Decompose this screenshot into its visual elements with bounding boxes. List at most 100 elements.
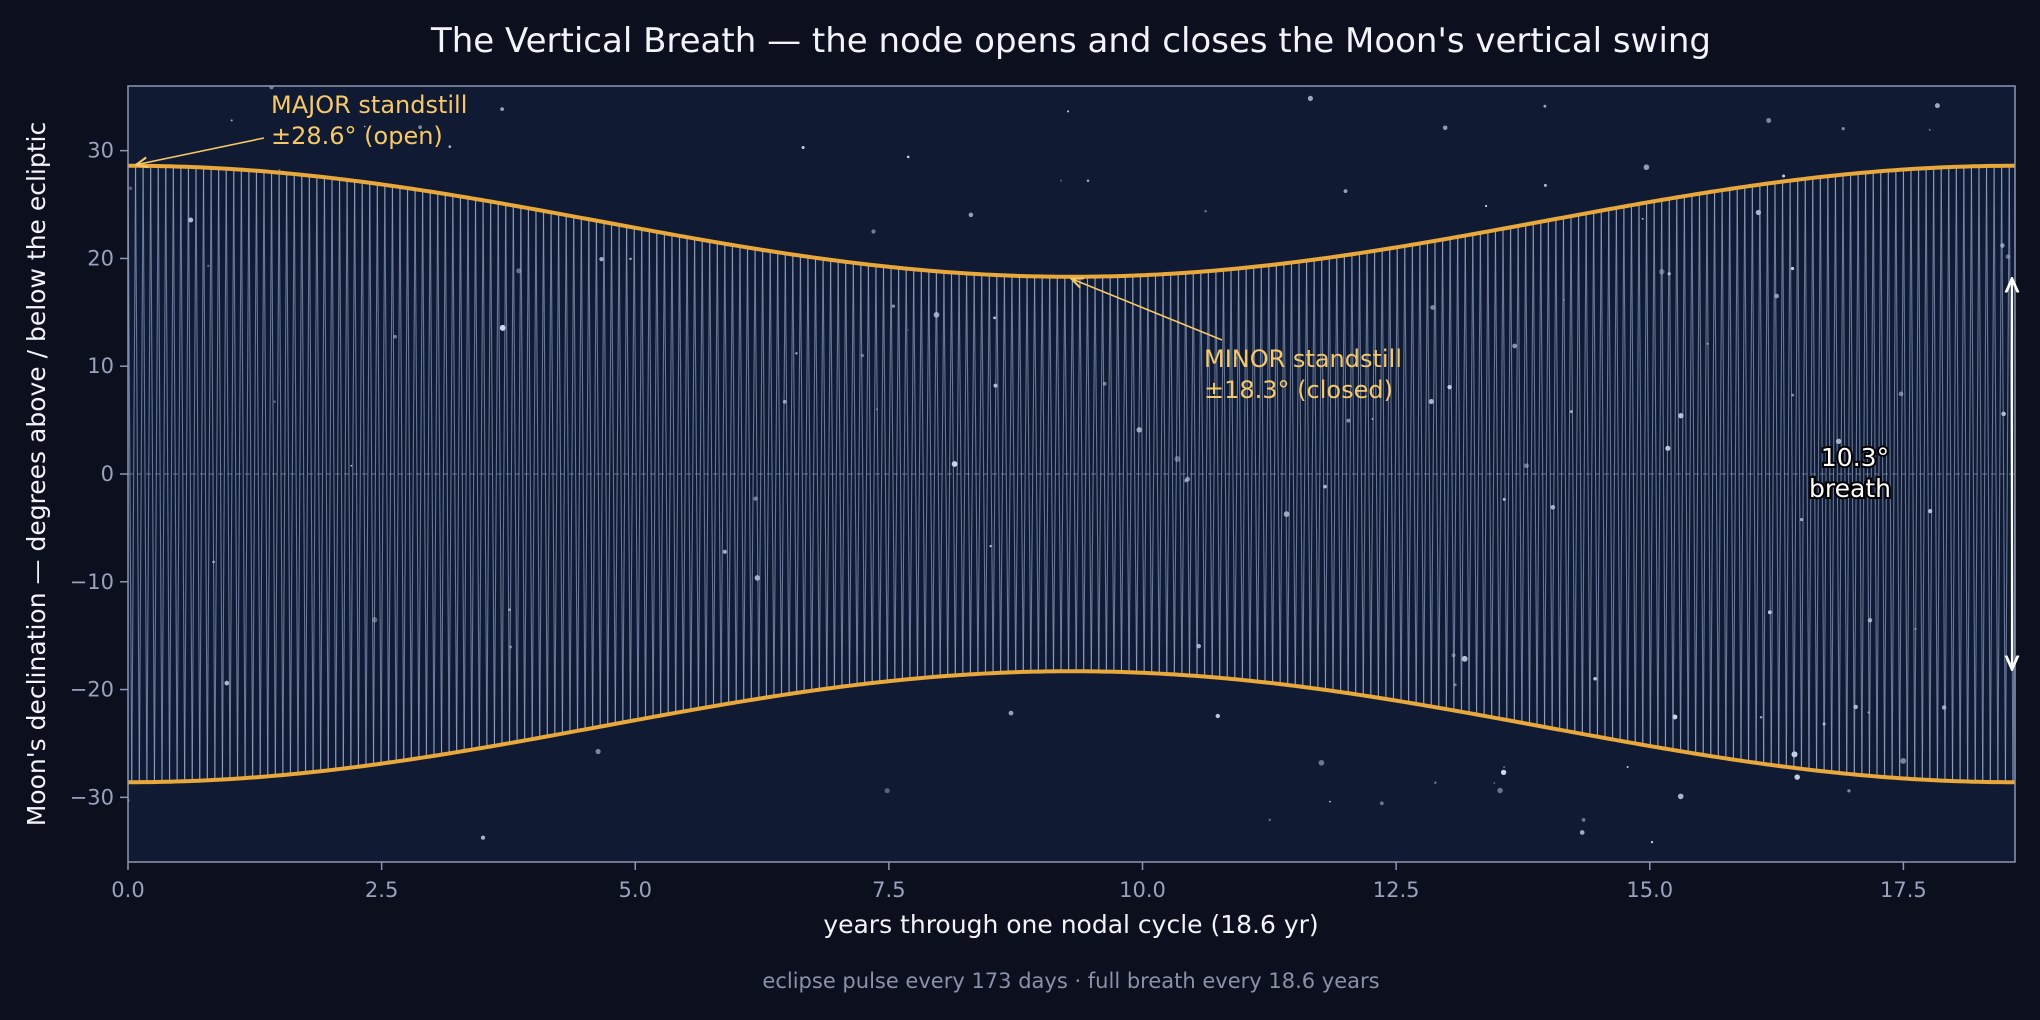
oscillation-stroke: [1034, 276, 1039, 672]
oscillation-stroke: [1940, 167, 1946, 781]
oscillation-stroke: [1804, 178, 1810, 770]
oscillation-stroke: [1464, 235, 1470, 714]
oscillation-stroke: [656, 231, 662, 716]
oscillation-stroke: [932, 271, 937, 678]
oscillation-stroke: [637, 228, 643, 720]
oscillation-stroke: [1003, 275, 1009, 673]
star-dot: [1626, 765, 1629, 769]
major-standstill-arrow: [136, 137, 265, 165]
oscillation-stroke: [871, 265, 877, 684]
star-dot: [1550, 504, 1556, 510]
oscillation-stroke: [1419, 243, 1425, 706]
star-dot: [907, 329, 909, 331]
star-dot: [1346, 418, 1351, 423]
oscillation-stroke: [1751, 185, 1757, 763]
x-tick-label: 12.5: [1373, 878, 1420, 902]
oscillation-stroke: [890, 267, 896, 681]
oscillation-stroke: [743, 247, 749, 702]
oscillation-stroke: [1445, 238, 1451, 710]
oscillation-stroke: [1256, 266, 1262, 682]
oscillation-stroke: [1374, 250, 1379, 698]
footer-caption: eclipse pulse every 173 days · full brea…: [762, 969, 1379, 993]
oscillation-stroke: [482, 200, 488, 748]
oscillation-stroke: [1068, 276, 1073, 672]
star-dot: [1268, 818, 1271, 822]
oscillation-stroke: [501, 204, 507, 745]
oscillation-stroke: [1192, 272, 1198, 677]
oscillation-stroke: [1166, 273, 1172, 675]
star-dot: [480, 835, 486, 840]
oscillation-stroke: [1502, 228, 1508, 721]
oscillation-stroke: [573, 216, 579, 731]
oscillation-stroke: [456, 196, 461, 753]
star-dot: [871, 229, 876, 234]
oscillation-stroke: [1895, 170, 1901, 779]
star-dot: [1847, 789, 1851, 793]
star-dot: [1493, 782, 1496, 784]
oscillation-stroke: [663, 233, 669, 715]
oscillation-stroke: [1914, 168, 1920, 780]
oscillation-stroke: [807, 256, 813, 691]
star-dot: [1086, 179, 1090, 183]
oscillation-stroke: [1094, 276, 1100, 672]
x-tick-label: 2.5: [365, 878, 398, 902]
oscillation-stroke: [671, 234, 677, 713]
oscillation-stroke: [1472, 234, 1478, 715]
oscillation-stroke: [546, 212, 552, 737]
oscillation-stroke: [240, 169, 246, 779]
oscillation-stroke: [709, 241, 715, 707]
oscillation-stroke: [1510, 227, 1515, 722]
x-axis-label: years through one nodal cycle (18.6 yr): [823, 910, 1318, 939]
oscillation-stroke: [1555, 218, 1561, 730]
chart-title: The Vertical Breath — the node opens and…: [430, 21, 1711, 61]
oscillation-stroke: [403, 188, 409, 761]
minor-standstill-arrow: [1072, 279, 1223, 341]
oscillation-stroke: [1536, 221, 1542, 726]
star-dot: [1318, 759, 1325, 766]
oscillation-stroke: [1238, 268, 1243, 680]
x-tick-label: 10.0: [1119, 878, 1166, 902]
oscillation-stroke: [1139, 275, 1145, 673]
oscillation-stroke: [142, 165, 148, 783]
oscillation-stroke: [1608, 209, 1614, 740]
star-dot: [128, 186, 133, 190]
oscillation-stroke: [682, 237, 688, 712]
star-dot: [989, 545, 992, 548]
oscillation-stroke: [508, 205, 514, 744]
oscillation-stroke: [1249, 266, 1255, 681]
oscillation-stroke: [312, 176, 318, 773]
oscillation-stroke: [1763, 183, 1768, 764]
oscillation-stroke: [1309, 259, 1315, 688]
oscillation-stroke: [644, 230, 650, 719]
star-dot: [1898, 391, 1904, 397]
oscillation-stroke: [274, 172, 280, 776]
oscillation-stroke: [259, 171, 265, 777]
oscillation-stroke: [1230, 269, 1236, 680]
oscillation-stroke: [814, 257, 820, 690]
oscillation-stroke: [1816, 177, 1821, 771]
oscillation-stroke: [977, 274, 983, 674]
oscillation-stroke: [1808, 177, 1814, 770]
oscillation-stroke: [1691, 194, 1697, 754]
oscillation-stroke: [716, 242, 722, 705]
star-dot: [1215, 713, 1220, 719]
oscillation-stroke: [592, 220, 597, 729]
oscillation-stroke: [1302, 260, 1308, 687]
oscillation-stroke: [1581, 213, 1587, 734]
star-dot: [1430, 305, 1435, 310]
oscillation-stroke: [1328, 257, 1334, 691]
oscillation-stroke: [221, 168, 227, 780]
oscillation-stroke: [1646, 202, 1651, 747]
star-dot: [1928, 128, 1931, 131]
oscillation-stroke: [1906, 169, 1912, 779]
oscillation-stroke: [1268, 265, 1274, 684]
envelope-upper-line: [128, 163, 2015, 279]
star-dot: [891, 304, 896, 308]
oscillation-stroke: [539, 210, 545, 738]
oscillation-stroke: [762, 249, 767, 698]
oscillation-stroke: [1887, 170, 1893, 778]
star-dot: [1794, 774, 1800, 780]
oscillation-stroke: [1528, 223, 1534, 725]
star-dot: [448, 145, 452, 149]
oscillation-stroke: [357, 181, 363, 767]
